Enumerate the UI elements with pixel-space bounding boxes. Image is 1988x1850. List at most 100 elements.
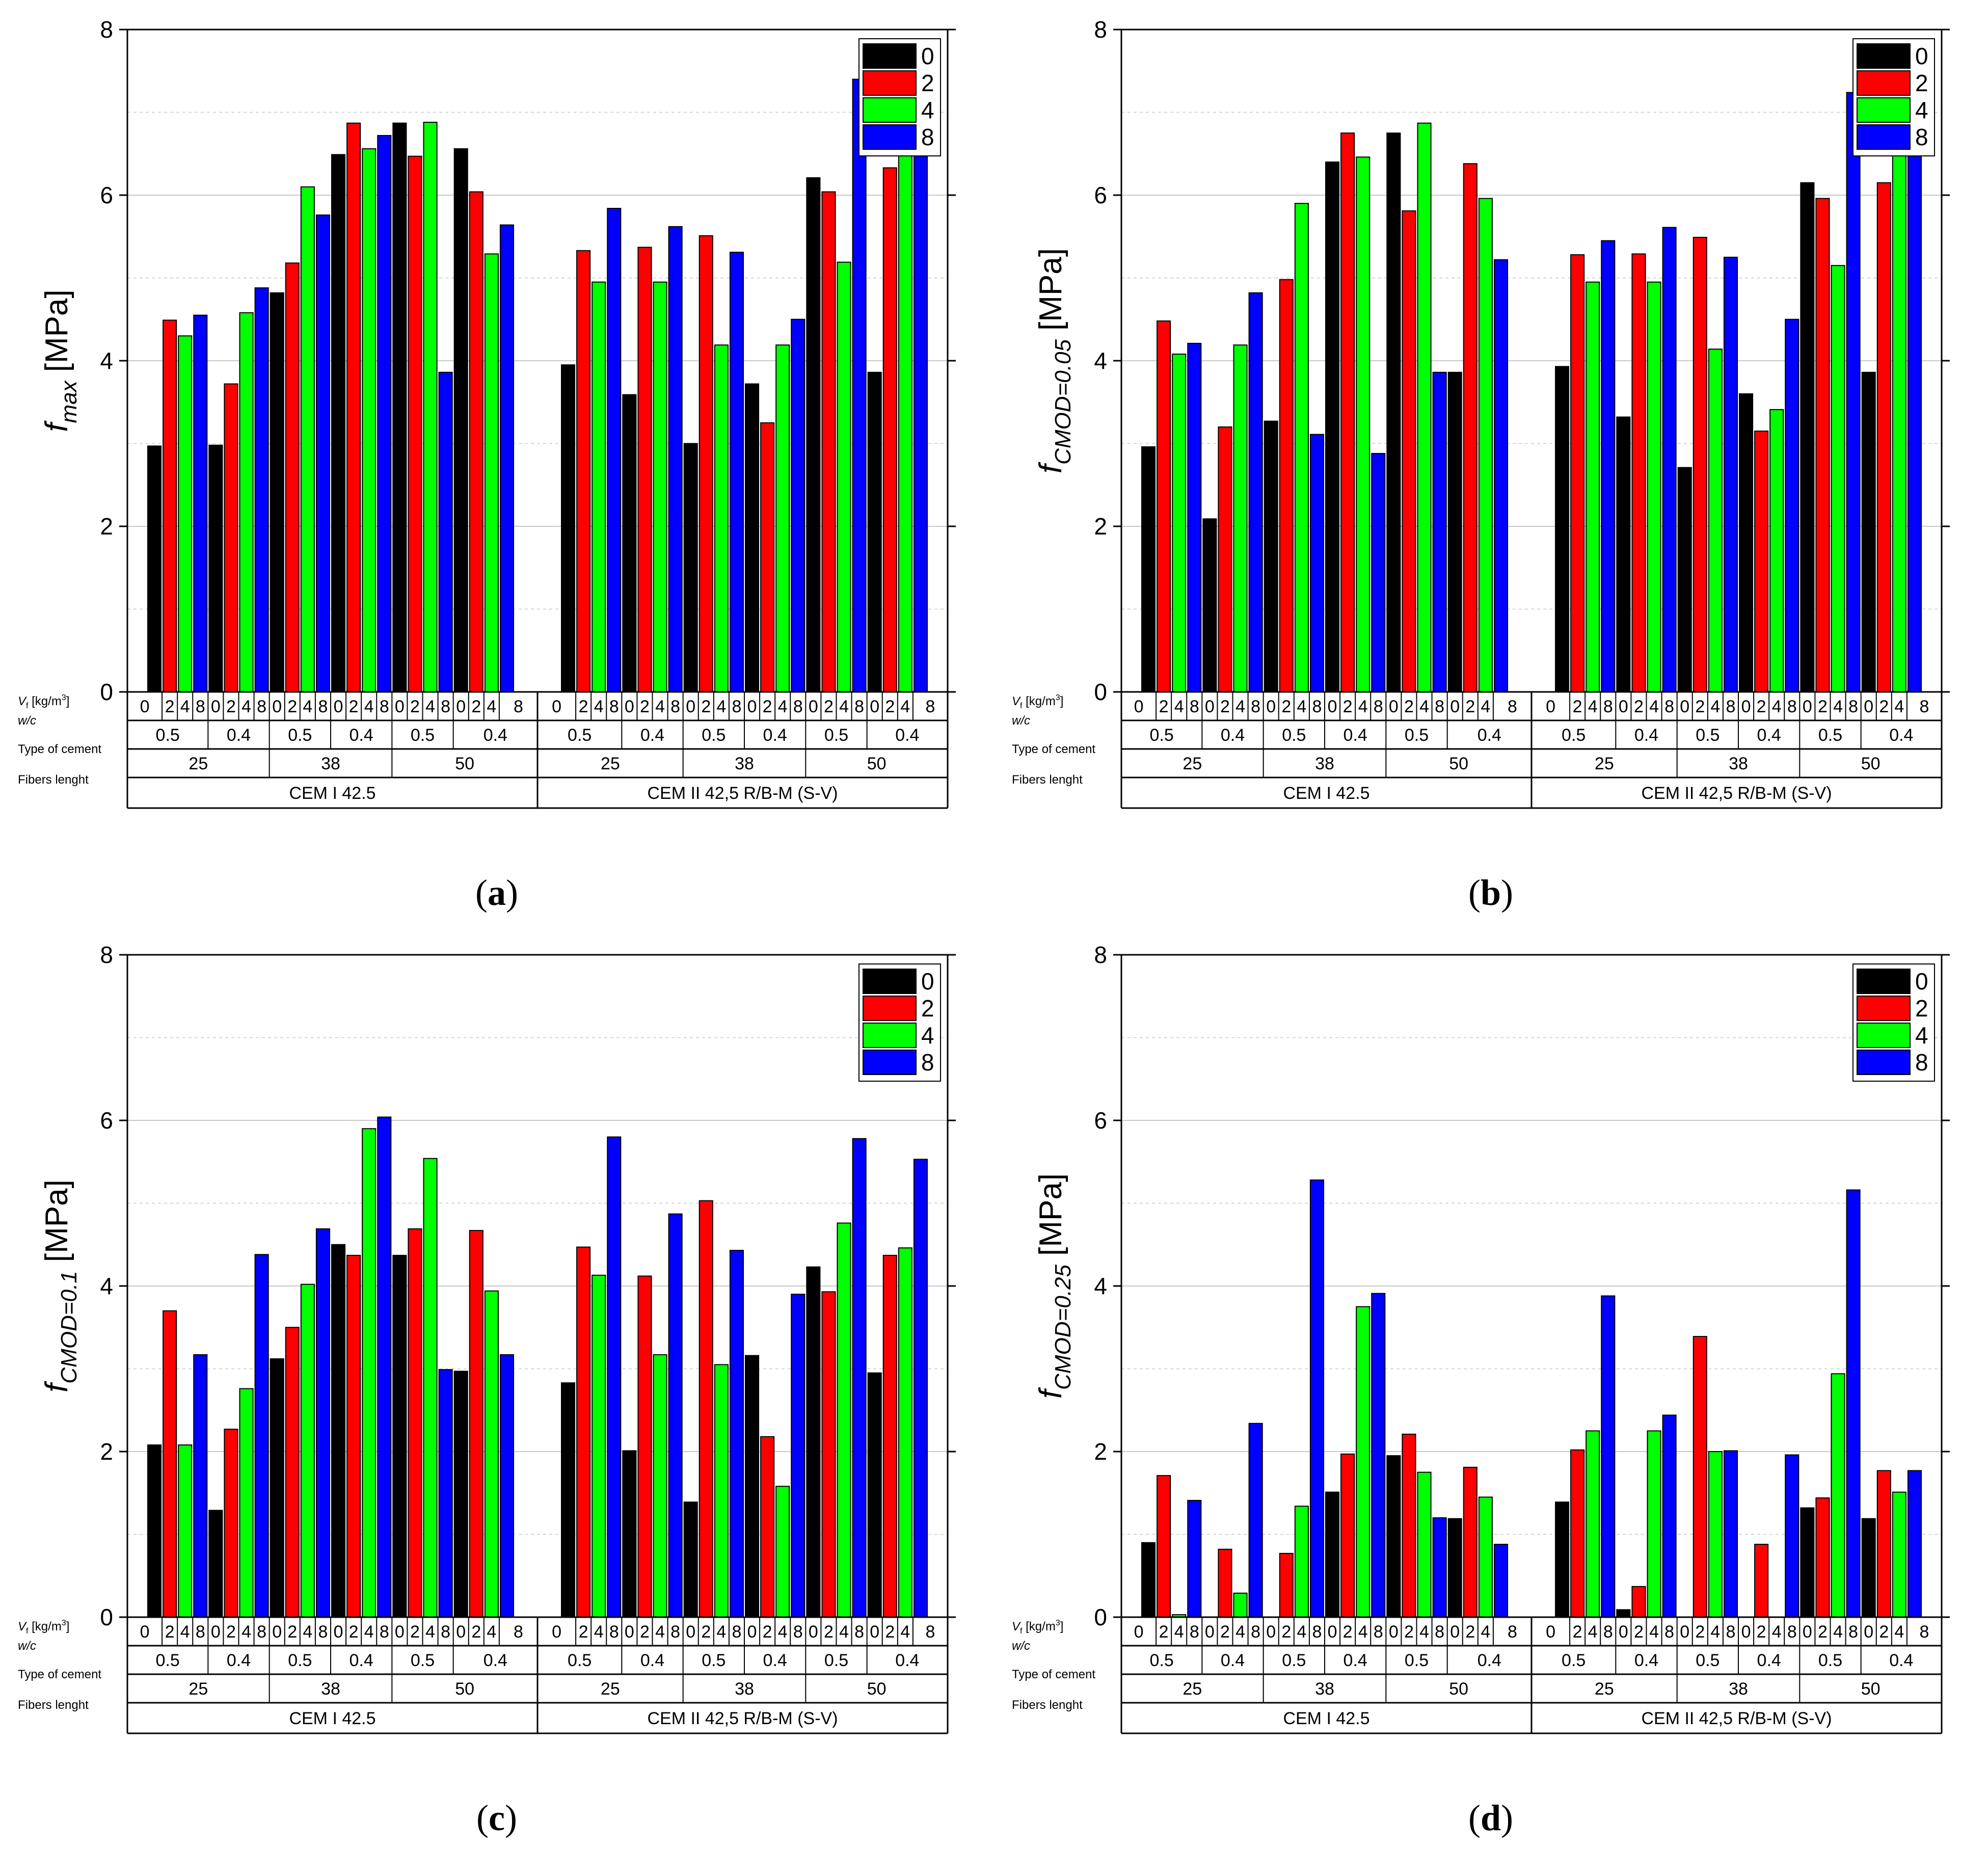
vf-value: 0: [1741, 1622, 1751, 1642]
bar: [224, 383, 238, 692]
vf-value: 8: [1251, 697, 1260, 716]
bar: [1815, 198, 1830, 692]
panel-caption: (b): [1468, 872, 1513, 913]
vf-value: 0: [747, 1622, 757, 1642]
vf-value: 8: [609, 697, 619, 716]
bar: [178, 1444, 193, 1618]
bar: [346, 122, 361, 692]
wc-value: 0.5: [1562, 726, 1586, 745]
bar: [408, 155, 422, 692]
bar: [714, 1364, 729, 1618]
vf-value: 0: [1328, 1622, 1337, 1642]
bar: [637, 1275, 652, 1618]
cement-label: CEM II 42,5 R/B-M (S-V): [1641, 1709, 1832, 1728]
vf-value: 0: [1619, 1622, 1628, 1642]
vf-header: 0: [1546, 697, 1555, 716]
bar: [561, 1382, 576, 1618]
vf-value: 4: [1833, 697, 1843, 716]
caption-open: (: [1468, 872, 1481, 913]
vf-value: 8: [196, 1622, 205, 1642]
bar: [806, 177, 821, 692]
legend-label: 0: [1915, 43, 1928, 69]
vf-value: 8: [318, 1622, 328, 1642]
wc-value: 0.5: [702, 726, 726, 745]
bar: [821, 1291, 836, 1618]
wc-value: 0.4: [350, 1651, 373, 1670]
row-label-vf-sup: 3: [1056, 693, 1060, 702]
bar: [1601, 1295, 1616, 1618]
row-label-vf-main: V: [1012, 1620, 1021, 1633]
legend-label: 0: [921, 968, 934, 995]
bar: [699, 235, 713, 692]
vf-value: 0: [1450, 1622, 1460, 1642]
vf-value: 0: [1389, 697, 1399, 716]
bar: [1417, 122, 1432, 692]
y-tick-label: 8: [1094, 16, 1107, 43]
bar: [837, 1222, 851, 1618]
y-tick-label: 4: [1094, 347, 1107, 374]
bar: [699, 1200, 713, 1618]
bar: [806, 1266, 821, 1618]
bar: [469, 191, 483, 692]
caption-close: ): [1501, 1798, 1513, 1838]
bar: [224, 1429, 238, 1618]
wc-value: 0.5: [1282, 1651, 1306, 1670]
bar: [1402, 1433, 1416, 1618]
vf-value: 2: [1818, 1622, 1828, 1642]
vf-value: 4: [900, 1622, 910, 1642]
vf-value: 8: [793, 1622, 803, 1642]
vf-value: 0: [625, 1622, 634, 1642]
fiber-length-value: 25: [1183, 1679, 1202, 1699]
bar: [1325, 1491, 1340, 1618]
vf-value: 2: [410, 1622, 420, 1642]
vf-value: 4: [1358, 697, 1368, 716]
bar: [1647, 1430, 1661, 1618]
fiber-length-value: 38: [321, 1679, 340, 1699]
vf-value: 2: [349, 1622, 359, 1642]
vf-value: 8: [1603, 697, 1613, 716]
bar: [254, 287, 269, 692]
vf-value: 0: [1864, 697, 1873, 716]
cement-label: CEM I 42.5: [1283, 1709, 1369, 1728]
bar: [178, 335, 193, 692]
legend-swatch: [1857, 969, 1911, 994]
bar: [392, 1254, 407, 1618]
bar: [1631, 253, 1646, 692]
bar: [1478, 1496, 1493, 1618]
vf-value: 4: [1419, 697, 1429, 716]
vf-value: 2: [1695, 697, 1705, 716]
vf-value: 2: [1220, 1622, 1230, 1642]
bar: [1463, 163, 1477, 692]
bar: [561, 364, 576, 692]
row-label-vf-close: ]: [1060, 1620, 1064, 1633]
bar: [1325, 162, 1340, 692]
vf-value: 4: [1772, 1622, 1782, 1642]
vf-value: 2: [1220, 697, 1230, 716]
bar: [423, 122, 438, 692]
row-label-vf-sup: 3: [62, 693, 66, 702]
bar: [1892, 128, 1906, 692]
cement-label: CEM I 42.5: [289, 784, 375, 803]
bar: [285, 1327, 300, 1618]
bar: [392, 122, 407, 692]
row-label-vf-main: V: [18, 694, 27, 708]
bar: [423, 1158, 438, 1618]
legend-label: 4: [1915, 1022, 1928, 1049]
bar: [1493, 259, 1509, 692]
bar: [576, 1246, 591, 1618]
bar: [775, 1486, 790, 1618]
y-axis-label: fCMOD=0.25 [MPa]: [1033, 1173, 1076, 1399]
cement-label: CEM I 42.5: [1283, 784, 1369, 803]
bar: [1907, 120, 1922, 692]
vf-value: 4: [1235, 1622, 1245, 1642]
bar: [1432, 371, 1447, 692]
vf-value: 4: [1235, 697, 1245, 716]
vf-value: 0: [1803, 697, 1812, 716]
bar: [852, 1138, 867, 1618]
vf-value: 8: [1374, 697, 1383, 716]
bar: [622, 1450, 637, 1618]
vf-header: 8: [514, 1622, 523, 1642]
wc-value: 0.5: [1150, 726, 1174, 745]
